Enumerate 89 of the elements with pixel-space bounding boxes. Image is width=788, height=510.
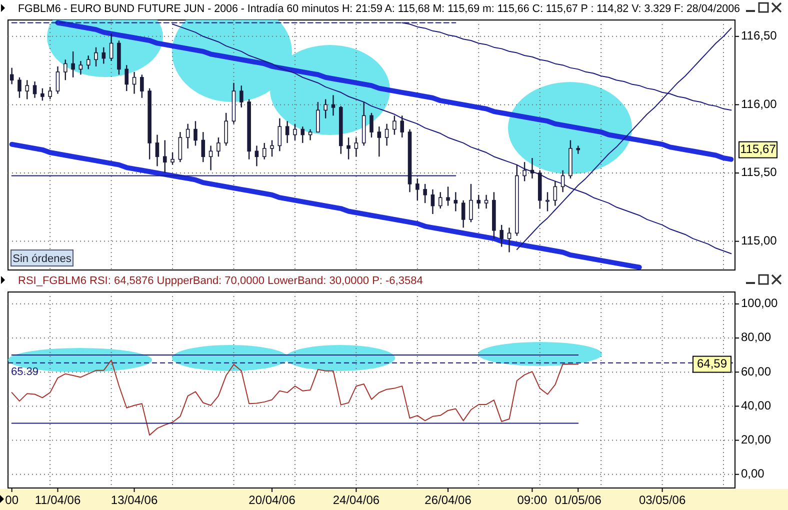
candlestick (377, 126, 382, 158)
x-tick-label: 11/04/06 (34, 493, 81, 507)
candlestick (155, 134, 160, 167)
x-tick-label: 20/04/06 (248, 493, 296, 507)
x-tick-label: 00 (5, 493, 19, 507)
candlestick (400, 115, 404, 138)
x-tick-label: 03/05/06 (638, 493, 686, 507)
candlestick (316, 101, 320, 133)
candlestick (553, 180, 558, 206)
annotation: 64,59 (696, 356, 728, 370)
y-tick-label: 0,00 (741, 466, 765, 481)
candlestick (40, 88, 44, 102)
candlestick (469, 183, 473, 223)
candlestick (270, 140, 274, 158)
candlestick (208, 145, 213, 171)
candlestick (201, 131, 206, 163)
candlestick (132, 71, 136, 94)
annotation: Sin órdenes (12, 253, 72, 265)
y-tick-label: 40,00 (741, 398, 772, 412)
candlestick (56, 66, 60, 94)
candlestick (178, 131, 182, 163)
candlestick (25, 80, 30, 100)
candlestick (78, 60, 83, 76)
candlestick (423, 183, 427, 204)
line-series (11, 360, 579, 436)
text: 115,67 (740, 142, 776, 156)
candlestick (162, 140, 167, 174)
y-tick-label: 115,50 (741, 165, 778, 180)
candlestick (354, 136, 358, 158)
candlestick (240, 84, 244, 108)
candlestick (416, 178, 420, 201)
candlestick (370, 112, 374, 138)
ref-line-label: 65.39 (11, 366, 39, 378)
candlestick (102, 46, 106, 64)
y-tick-label: 60,00 (741, 364, 772, 378)
candlestick (170, 152, 174, 166)
candlestick (331, 94, 336, 116)
candlestick (293, 123, 297, 141)
x-tick-label: 24/04/06 (332, 493, 380, 507)
candlestick (262, 142, 266, 160)
y-tick-label: 80,00 (741, 330, 772, 344)
candlestick (530, 157, 534, 180)
candlestick (300, 126, 305, 144)
candlestick (484, 194, 488, 210)
candlestick (438, 192, 442, 210)
y-tick-label: 116,50 (741, 28, 778, 43)
chart-title: FGBLM6 - EURO BUND FUTURE JUN - 2006 - Intradía 60 minutos H: 21:59 A: 115,68 M: 115,69 m: 115,66 C: 115,67 P : 114,82 V: 3.329 F: 28/04/2006 (18, 3, 760, 15)
candlestick (32, 80, 37, 98)
candlestick (454, 192, 458, 212)
candlestick (476, 194, 481, 210)
candlestick (224, 112, 228, 146)
candlestick (522, 161, 526, 182)
candlestick (194, 120, 198, 146)
candlestick (109, 33, 114, 62)
candlestick (560, 170, 565, 193)
candlestick (308, 128, 312, 141)
candlestick (18, 76, 22, 98)
candlestick (446, 186, 450, 206)
candlestick (94, 46, 98, 68)
candlestick (507, 227, 512, 253)
candlestick (346, 136, 350, 160)
candlestick (324, 98, 328, 119)
candlestick (500, 224, 504, 248)
chart-title: RSI_FGBLM6 RSI: 64,5876 UppperBand: 70,0000 LowerBand: 30,0000 P: -6,3584 (18, 275, 423, 287)
x-tick-label: 26/04/06 (424, 493, 472, 507)
candlestick (63, 59, 68, 81)
candlestick (10, 67, 14, 85)
candlestick (384, 123, 389, 146)
candlestick (546, 192, 550, 212)
y-tick-label: 116,00 (741, 96, 778, 111)
y-tick-label: 100,00 (741, 296, 778, 310)
candlestick (278, 118, 282, 152)
y-tick-label: 20,00 (741, 432, 772, 446)
candlestick (71, 50, 75, 78)
y-tick-label: 115,00 (741, 233, 778, 248)
candlestick (124, 64, 129, 92)
candlestick (461, 200, 466, 228)
candlestick (430, 188, 435, 215)
x-tick-label: 13/04/06 (110, 493, 158, 507)
candlestick (86, 54, 90, 70)
candlestick (285, 120, 290, 144)
candlestick (392, 115, 396, 136)
candlestick (186, 123, 190, 150)
candlestick (140, 74, 144, 98)
candlestick (216, 136, 220, 158)
x-tick-label: 09:00 (517, 493, 548, 507)
candlestick (48, 86, 52, 100)
x-tick-label: 01/05/06 (554, 493, 602, 507)
candlestick (254, 145, 259, 167)
